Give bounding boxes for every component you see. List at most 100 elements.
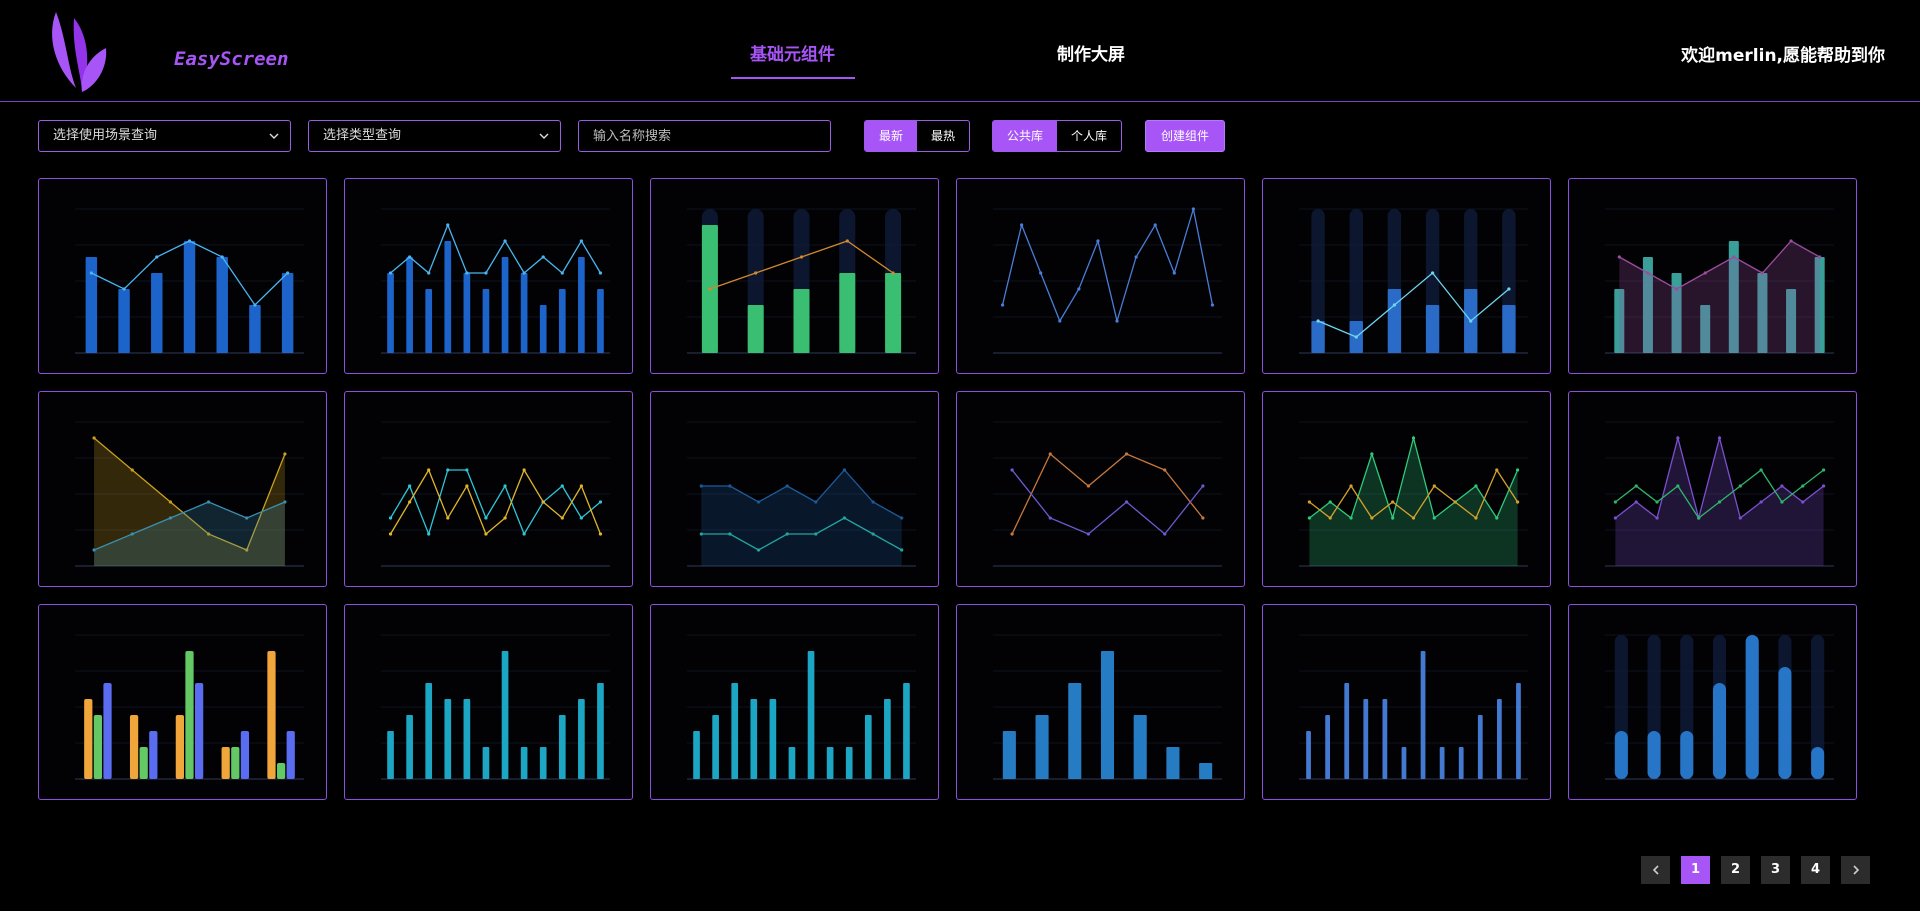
series-point (408, 500, 412, 504)
bar (1671, 273, 1682, 353)
component-card[interactable] (1568, 604, 1857, 800)
series-point (1077, 287, 1081, 291)
series-point (92, 436, 96, 440)
bar (520, 747, 528, 779)
series-point (130, 532, 134, 536)
component-card[interactable] (38, 604, 327, 800)
bar (1325, 715, 1331, 779)
bar (249, 305, 261, 353)
component-card[interactable] (956, 391, 1245, 587)
scene-select[interactable]: 选择使用场景查询 (38, 120, 291, 152)
component-card[interactable] (38, 178, 327, 374)
prev-page-button[interactable] (1641, 856, 1670, 884)
nav-make-screen[interactable]: 制作大屏 (1057, 45, 1125, 65)
top-bar: EasyScreen 基础元组件 制作大屏 欢迎merlin,愿能帮助到你 (0, 0, 1920, 102)
sort-hottest-button[interactable]: 最热 (931, 129, 956, 143)
chart-thumbnail (1299, 421, 1528, 567)
series-point (1780, 500, 1784, 504)
chevron-down-icon (269, 133, 279, 139)
nav-active-indicator (731, 77, 855, 79)
search-input[interactable] (578, 120, 831, 152)
component-card[interactable] (650, 178, 939, 374)
series-point (1801, 500, 1805, 504)
series-point (1717, 500, 1722, 504)
series-point (1655, 500, 1659, 504)
component-card[interactable] (1262, 178, 1551, 374)
bar (1133, 715, 1147, 779)
bar (712, 715, 719, 779)
bar (693, 731, 700, 779)
type-select[interactable]: 选择类型查询 (308, 120, 561, 152)
component-card[interactable] (1262, 391, 1551, 587)
series-point (1674, 287, 1679, 291)
bar (884, 699, 891, 779)
series-point (1676, 484, 1680, 488)
bar (558, 715, 566, 779)
series-point (1124, 500, 1129, 504)
component-card[interactable] (650, 391, 939, 587)
component-card[interactable] (956, 178, 1245, 374)
series-point (785, 532, 789, 536)
series-point (1349, 516, 1353, 520)
component-card[interactable] (1568, 391, 1857, 587)
component-card[interactable] (344, 391, 633, 587)
component-card[interactable] (1262, 604, 1551, 800)
component-card[interactable] (344, 178, 633, 374)
page-button-2[interactable]: 2 (1721, 856, 1750, 884)
page-button-1[interactable]: 1 (1681, 856, 1710, 884)
series-point (699, 532, 703, 536)
bar (463, 273, 471, 353)
nav-basic-components[interactable]: 基础元组件 (750, 45, 835, 65)
create-component-button[interactable]: 创建组件 (1145, 120, 1225, 152)
bar (1363, 699, 1369, 779)
series-point (1655, 516, 1659, 520)
series-point (845, 239, 849, 243)
series-point (465, 271, 469, 275)
bar (406, 715, 413, 779)
bar (129, 715, 139, 779)
next-page-button[interactable] (1841, 856, 1870, 884)
series-point (1086, 532, 1091, 536)
area-fill (94, 438, 285, 566)
series-point (756, 500, 761, 504)
series-line (389, 468, 602, 536)
component-card[interactable] (956, 604, 1245, 800)
bar (1647, 731, 1661, 779)
chart-thumbnail (75, 421, 304, 567)
series-point (1000, 303, 1005, 307)
series-point (427, 468, 431, 472)
page-button-4[interactable]: 4 (1801, 856, 1830, 884)
series-point (283, 500, 287, 504)
series-point (1453, 500, 1457, 504)
library-personal-button[interactable]: 个人库 (1071, 129, 1108, 143)
bar (839, 273, 856, 353)
series-point (1115, 319, 1119, 323)
bar (1614, 289, 1625, 353)
series-point (1163, 532, 1167, 536)
bar (539, 747, 547, 779)
series-point (388, 516, 393, 520)
component-card[interactable] (38, 391, 327, 587)
bar (1166, 747, 1180, 779)
component-card[interactable] (1568, 178, 1857, 374)
series-line (93, 437, 286, 551)
sort-latest-button[interactable]: 最新 (865, 121, 918, 151)
series-line (1011, 452, 1204, 535)
series-point (522, 468, 526, 472)
library-public-button[interactable]: 公共库 (993, 121, 1058, 151)
series-point (1801, 484, 1805, 488)
series-point (484, 532, 488, 536)
bar (597, 683, 604, 779)
component-card[interactable] (344, 604, 633, 800)
chart-thumbnail (993, 207, 1222, 354)
series-point (1191, 207, 1195, 211)
bar (1516, 683, 1521, 779)
bar (444, 699, 452, 779)
component-card[interactable] (650, 604, 939, 800)
series-point (785, 484, 789, 488)
page-button-3[interactable]: 3 (1761, 856, 1790, 884)
brand-logo[interactable]: EasyScreen (46, 8, 288, 96)
bar (444, 241, 452, 353)
bar (1382, 699, 1388, 779)
bar (406, 257, 413, 353)
